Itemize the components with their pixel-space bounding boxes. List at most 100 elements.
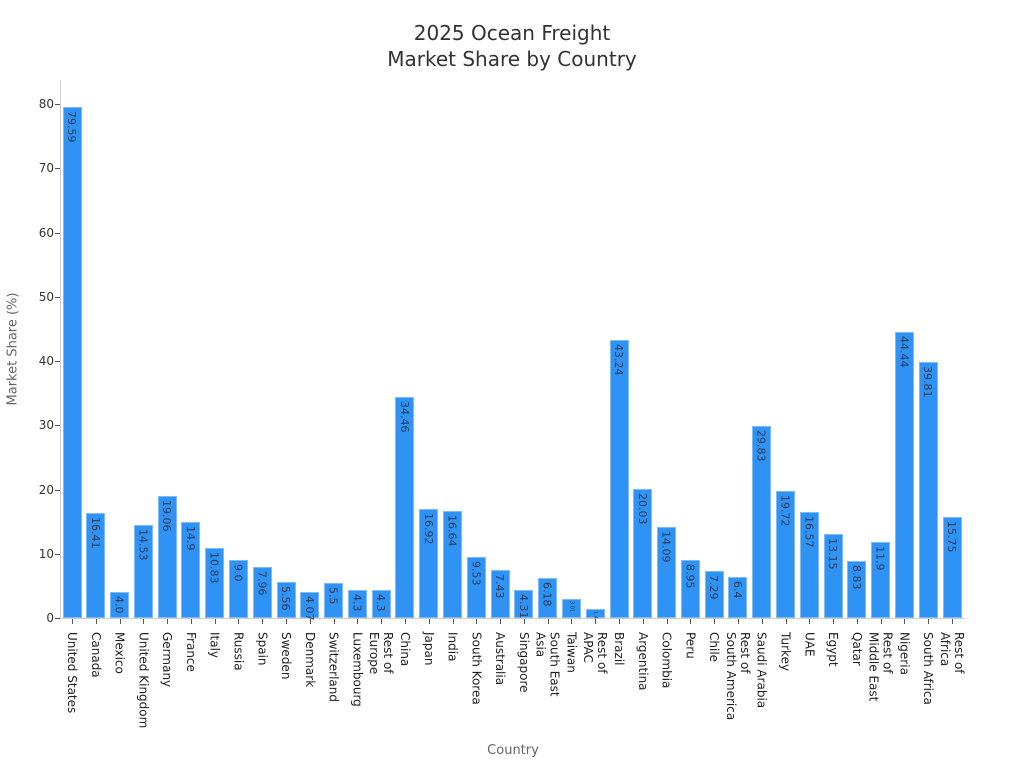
bar: [823, 533, 843, 618]
bar: [752, 426, 772, 618]
x-tick-label: Taiwan: [564, 632, 579, 673]
x-tick-label: Sweden: [279, 632, 294, 680]
x-tick: [190, 619, 192, 624]
bar: [228, 560, 248, 618]
x-tick: [309, 619, 311, 624]
x-tick: [357, 619, 359, 624]
bar: [466, 556, 486, 618]
y-tick: [55, 104, 60, 105]
x-tick-label: Singapore: [516, 632, 531, 693]
bar-value-label: 6.18: [540, 582, 554, 607]
bar: [633, 489, 653, 618]
bar: [419, 509, 439, 618]
bar: [799, 511, 819, 618]
x-tick-label: Nigeria: [897, 632, 912, 675]
bar: [324, 582, 344, 618]
bar-value-label: 4.07: [302, 595, 316, 621]
x-tick-label: Australia: [493, 632, 508, 686]
bar-value-label: 14.09: [659, 531, 673, 563]
bar: [776, 491, 795, 618]
x-tick: [547, 619, 549, 624]
bar-value-label: 9.53: [469, 560, 483, 586]
y-tick-label: 20: [38, 482, 54, 497]
x-tick: [428, 619, 430, 624]
bar-value-label: 19.72: [778, 495, 792, 527]
x-tick: [642, 619, 644, 624]
bar: [942, 516, 962, 618]
x-tick-label: Canada: [88, 632, 103, 678]
bar: [561, 598, 581, 618]
bar-value-label: 44.44: [897, 336, 911, 368]
bar: [490, 570, 510, 618]
x-tick-label: Chile: [707, 632, 722, 663]
bar-value-label: 8.95: [683, 564, 697, 589]
y-tick: [55, 553, 60, 555]
x-tick: [286, 619, 288, 624]
bar: [157, 495, 177, 618]
bar-value-label: 15.75: [945, 520, 958, 553]
bar: [110, 592, 130, 618]
bar: [514, 590, 534, 618]
x-tick: [737, 619, 739, 624]
x-tick-label: Luxembourg: [350, 632, 365, 707]
y-tick-label: 60: [38, 225, 54, 240]
bar-value-label: 11.9: [873, 545, 887, 571]
x-tick-label: United Kingdom: [136, 632, 151, 729]
bar: [205, 548, 225, 618]
y-tick: [55, 296, 60, 298]
x-tick-label: France: [183, 632, 198, 672]
bar-value-label: 9.0: [231, 564, 245, 582]
bar-value-label: 39.81: [921, 366, 935, 398]
y-tick-label: 40: [38, 354, 54, 368]
x-tick: [714, 619, 716, 624]
x-tick: [785, 619, 787, 624]
x-tick-label: South Korea: [469, 632, 484, 705]
x-tick: [214, 619, 216, 624]
x-tick-label: Rest of Europe: [367, 632, 396, 675]
bar: [347, 590, 367, 618]
x-tick: [523, 619, 525, 624]
x-tick: [452, 619, 454, 624]
x-tick-label: Italy: [207, 632, 222, 659]
x-tick: [95, 619, 97, 624]
y-tick: [55, 425, 60, 427]
x-axis-label: Country: [487, 743, 539, 758]
bar: [371, 590, 391, 618]
bar-value-label: 16.92: [421, 513, 435, 545]
y-tick-label: 10: [38, 546, 54, 561]
x-tick: [880, 619, 882, 624]
bar: [657, 527, 677, 618]
x-tick-label: Rest of Africa: [938, 632, 966, 674]
y-tick: [55, 168, 60, 170]
bar-value-label: 4.31: [516, 594, 530, 619]
bar-value-label: 13.15: [826, 537, 840, 570]
x-tick: [595, 619, 597, 624]
chart-title: 2025 Ocean Freight Market Share by Count…: [0, 20, 1024, 72]
y-tick-label: 30: [38, 418, 54, 433]
bar: [300, 591, 320, 618]
bar-value-label: 34.46: [397, 400, 411, 433]
bar: [276, 582, 296, 618]
y-tick-label: 50: [38, 289, 54, 304]
x-tick: [381, 619, 383, 624]
x-tick-label: Turkey: [778, 632, 793, 672]
bar: [871, 541, 891, 618]
bar: [395, 396, 415, 618]
bar: [62, 106, 82, 618]
bar-value-label: 4.0: [112, 596, 126, 614]
x-tick: [952, 619, 953, 624]
x-tick: [761, 619, 763, 624]
x-tick: [809, 619, 811, 624]
bar: [847, 561, 867, 618]
x-tick: [666, 619, 668, 624]
x-tick-label: Mexico: [112, 632, 127, 674]
x-tick-label: Brazil: [612, 632, 627, 666]
x-tick-label: Qatar: [849, 632, 864, 666]
bar: [443, 511, 463, 618]
y-tick-label: 70: [38, 161, 54, 176]
y-tick: [55, 618, 60, 619]
bar-value-label: 14.53: [136, 528, 150, 561]
x-tick-label: India: [445, 632, 460, 662]
x-tick: [119, 619, 121, 624]
x-tick-label: Peru: [683, 632, 698, 659]
